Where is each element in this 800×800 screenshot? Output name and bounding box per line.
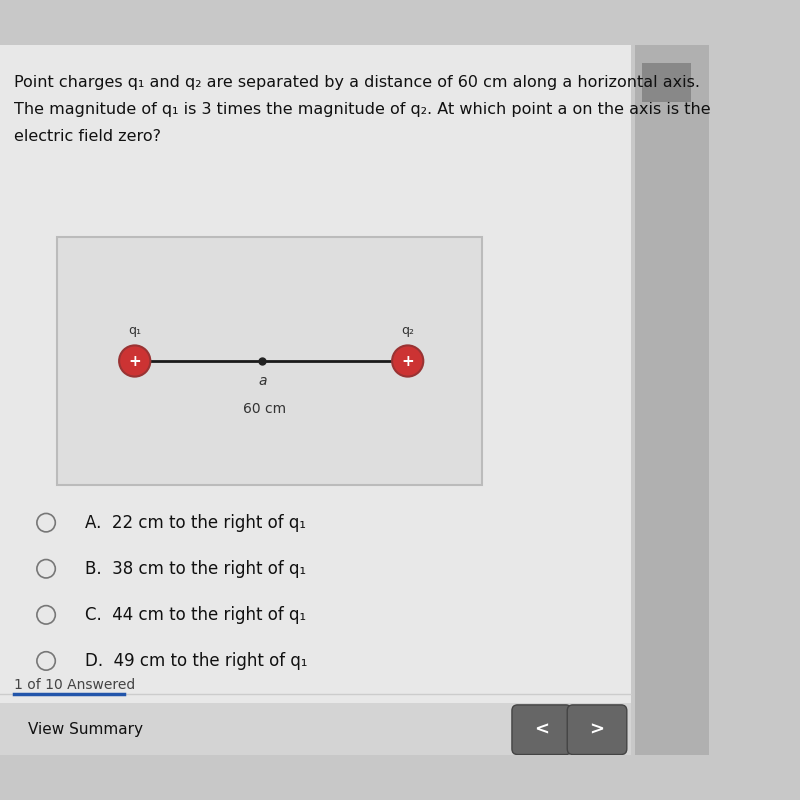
Text: B.  38 cm to the right of q₁: B. 38 cm to the right of q₁ <box>85 560 306 578</box>
FancyBboxPatch shape <box>512 705 571 754</box>
Circle shape <box>119 346 150 377</box>
Text: electric field zero?: electric field zero? <box>14 129 161 144</box>
Text: C.  44 cm to the right of q₁: C. 44 cm to the right of q₁ <box>85 606 306 624</box>
FancyBboxPatch shape <box>642 63 691 102</box>
FancyBboxPatch shape <box>567 705 627 754</box>
Text: The magnitude of q₁ is 3 times the magnitude of q₂. At which point a on the axis: The magnitude of q₁ is 3 times the magni… <box>14 102 711 117</box>
Text: +: + <box>402 354 414 369</box>
Text: +: + <box>128 354 141 369</box>
FancyBboxPatch shape <box>0 703 631 754</box>
Text: A.  22 cm to the right of q₁: A. 22 cm to the right of q₁ <box>85 514 306 532</box>
Text: >: > <box>590 721 605 738</box>
Text: 60 cm: 60 cm <box>242 402 286 416</box>
FancyBboxPatch shape <box>634 46 709 754</box>
Text: a: a <box>258 374 266 388</box>
Text: <: < <box>534 721 550 738</box>
Text: q₂: q₂ <box>402 324 414 337</box>
FancyBboxPatch shape <box>57 237 482 485</box>
Text: 1 of 10 Answered: 1 of 10 Answered <box>14 678 135 692</box>
Text: D.  49 cm to the right of q₁: D. 49 cm to the right of q₁ <box>85 652 307 670</box>
Text: Point charges q₁ and q₂ are separated by a distance of 60 cm along a horizontal : Point charges q₁ and q₂ are separated by… <box>14 75 700 90</box>
Circle shape <box>392 346 423 377</box>
FancyBboxPatch shape <box>0 46 631 754</box>
Text: View Summary: View Summary <box>28 722 143 737</box>
Text: q₁: q₁ <box>128 324 142 337</box>
